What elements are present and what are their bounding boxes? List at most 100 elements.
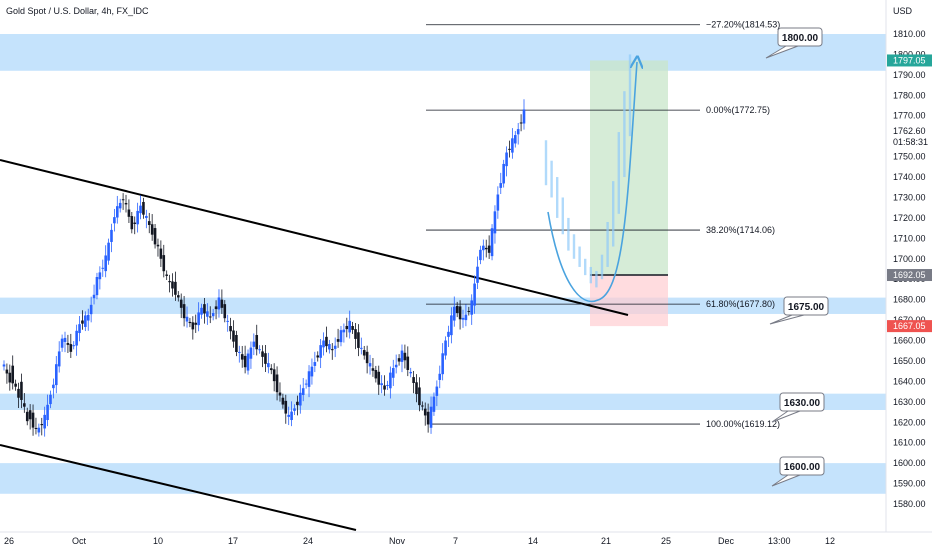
price-tick-label: 1680.00 — [893, 295, 926, 305]
callout-box — [779, 392, 825, 412]
lower-channel-line[interactable] — [0, 444, 357, 531]
candle-body — [391, 368, 395, 378]
candle-body — [258, 349, 261, 351]
candle-body — [304, 383, 308, 385]
callout-label: 1600.00 — [784, 462, 821, 473]
fibonacci-retracement[interactable]: −27.20%(1814.53) 0.00%(1772.75) 38.20%(171… — [426, 20, 780, 429]
price-tick-label: 1610.00 — [893, 438, 926, 448]
time-tick-label: 12 — [825, 536, 835, 546]
projection-candle — [628, 54, 632, 137]
candle-body — [208, 316, 212, 318]
candle-body — [319, 345, 322, 358]
candle-body — [499, 183, 503, 188]
candle-body — [57, 351, 61, 367]
candle-body — [182, 304, 186, 319]
callout-label: 1675.00 — [788, 302, 825, 313]
projected-path[interactable] — [547, 62, 637, 303]
candle-body — [429, 406, 433, 428]
candle-body — [118, 202, 122, 209]
candle-body — [113, 217, 116, 224]
candle-body — [287, 414, 290, 417]
candle-body — [409, 371, 413, 374]
candle-body — [516, 129, 520, 135]
candle-body — [374, 370, 378, 379]
callout-1675.00[interactable]: 1675.00 — [769, 296, 829, 325]
candle-body — [20, 381, 23, 400]
candle-body — [487, 245, 491, 253]
long-position-tool[interactable] — [590, 60, 668, 327]
candle-body — [394, 364, 398, 368]
projection-candle — [612, 181, 615, 247]
candle-body — [336, 339, 340, 342]
candle-body — [17, 388, 20, 398]
time-tick-label: Nov — [389, 536, 406, 546]
candle-body — [203, 304, 206, 314]
candle-body — [368, 363, 372, 367]
drawn-trendlines[interactable] — [0, 159, 629, 531]
candle-body — [171, 281, 174, 289]
candle-body — [278, 392, 282, 396]
callout-1800.00[interactable]: 1800.00 — [765, 27, 823, 59]
candle-body — [290, 411, 293, 421]
callout-1600.00[interactable]: 1600.00 — [771, 456, 825, 487]
candle-body — [124, 202, 128, 205]
price-axis[interactable]: 1810.00 1800.00 1790.00 1780.00 1770.00 1762.… — [885, 0, 932, 532]
price-tick-label: 1710.00 — [893, 233, 926, 243]
time-tick-label: 14 — [528, 536, 538, 546]
callout-pointer — [765, 45, 799, 59]
callout-box — [777, 27, 823, 47]
candle-body — [107, 242, 110, 261]
price-tick-label: 1750.00 — [893, 152, 926, 162]
candle-body — [426, 411, 430, 425]
candle-body — [296, 401, 299, 406]
candle-body — [450, 315, 453, 336]
time-tick-label: 17 — [228, 536, 238, 546]
price-tick-label: 1640.00 — [893, 376, 926, 386]
candle-body — [211, 313, 215, 317]
candle-body — [261, 351, 264, 357]
candle-body — [127, 209, 131, 217]
callout-1630.00[interactable]: 1630.00 — [771, 392, 825, 423]
candle-body — [467, 310, 471, 312]
price-callouts[interactable]: 1800.00 1675.00 1630.00 1600.00 — [765, 27, 829, 487]
stop-zone[interactable] — [590, 275, 668, 327]
candle-body — [86, 314, 90, 321]
candle-body — [177, 295, 180, 298]
candle-body — [200, 307, 203, 315]
price-tick-label: 1660.00 — [893, 336, 926, 346]
candle-body — [162, 255, 166, 272]
candle-body — [470, 300, 474, 315]
fib-level-label: 61.80%(1677.80) — [706, 299, 775, 309]
projected-path-curve[interactable] — [547, 62, 637, 303]
candle-body — [438, 373, 442, 380]
candle-body — [301, 388, 305, 396]
candle-body — [52, 384, 55, 389]
candle-body — [418, 387, 421, 406]
candle-body — [14, 383, 17, 387]
candle-body — [246, 353, 250, 371]
time-tick-label: 10 — [153, 536, 163, 546]
candle-body — [508, 148, 511, 150]
candle-body — [197, 312, 200, 326]
candle-body — [333, 345, 337, 349]
time-axis[interactable]: 26 Oct 10 17 24 Nov 7 14 21 25 Dec 13:00 12 — [0, 531, 932, 546]
callout-box — [783, 296, 829, 316]
currency-label: USD — [893, 6, 913, 16]
projection-candle — [578, 246, 581, 267]
candle-body — [115, 206, 119, 218]
candle-body — [255, 335, 259, 350]
candle-body — [153, 228, 157, 245]
bar-countdown: 01:58:31 — [893, 137, 928, 147]
price-tick-label: 1630.00 — [893, 397, 926, 407]
price-tick-label: 1620.00 — [893, 417, 926, 427]
candle-body — [188, 321, 192, 324]
time-tick-label: 26 — [4, 536, 14, 546]
candle-body — [243, 355, 247, 368]
candle-body — [293, 408, 296, 411]
candle-body — [284, 400, 288, 414]
time-tick-label: 21 — [601, 536, 611, 546]
candle-body — [348, 320, 351, 333]
upper-channel-line[interactable] — [0, 159, 629, 316]
